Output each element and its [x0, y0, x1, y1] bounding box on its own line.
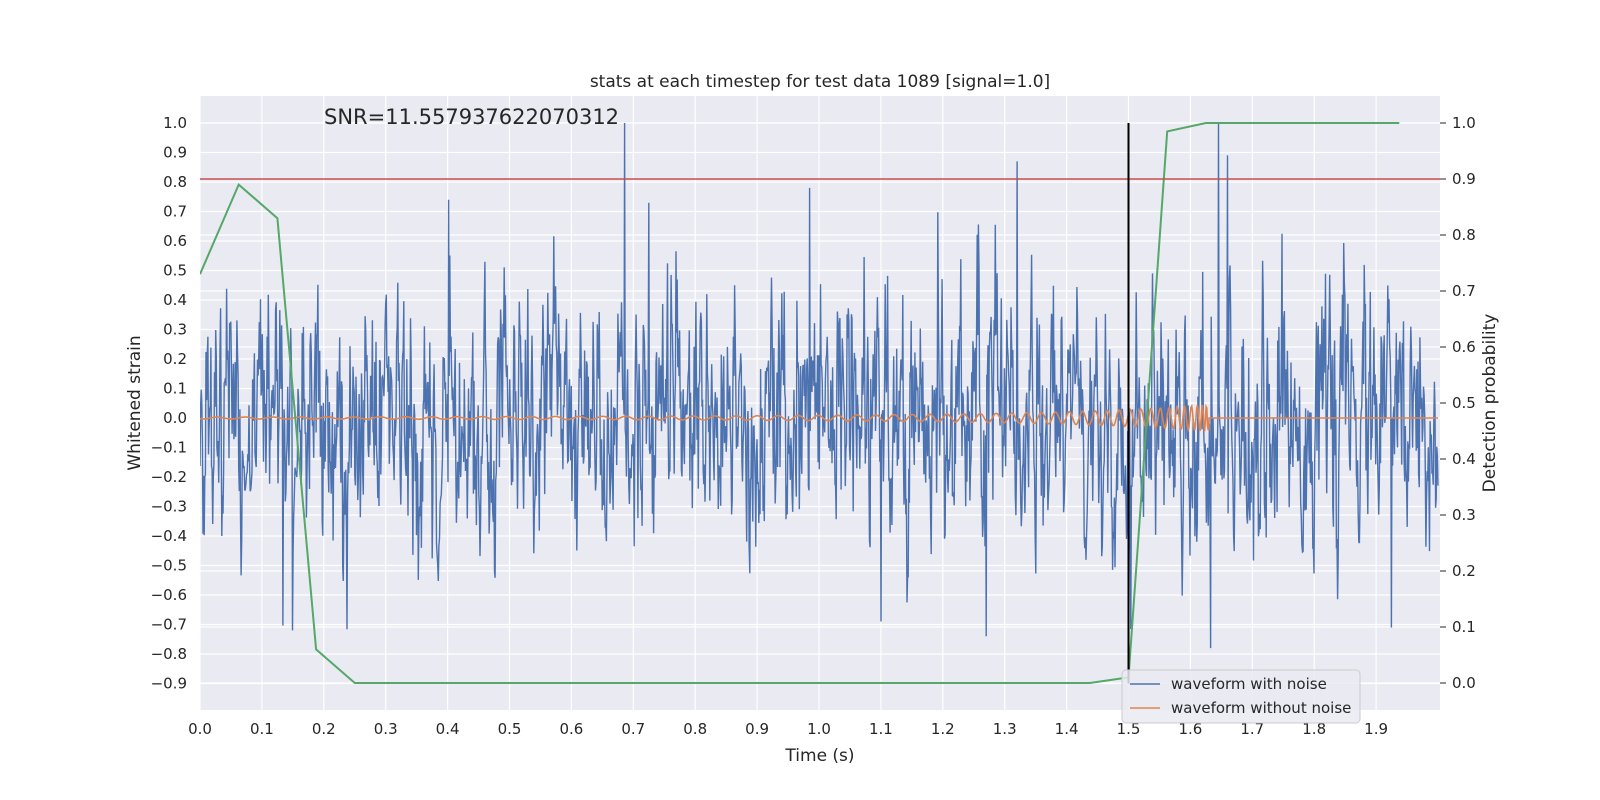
y-left-tick-label: −0.2 [151, 468, 187, 486]
legend-box [1121, 669, 1361, 724]
series-detection-probability [200, 122, 1400, 684]
legend: waveform with noise waveform without noi… [1121, 669, 1361, 724]
legend-label-clean: waveform without noise [1171, 699, 1351, 717]
x-tick-label: 0.5 [498, 720, 522, 738]
series-waveform-without-noise [200, 403, 1438, 433]
x-tick-label: 1.4 [1055, 720, 1079, 738]
x-tick-label: 0.4 [436, 720, 460, 738]
y-left-tick-label: 0.5 [163, 262, 187, 280]
y-right-tick-label: 0.8 [1452, 226, 1476, 244]
y-left-tick-label: 0.8 [163, 173, 187, 191]
y-left-tick-label: −0.8 [151, 645, 187, 663]
x-tick-label: 0.0 [188, 720, 212, 738]
y-left-tick-label: −0.9 [151, 675, 187, 693]
y-left-tick-label: 0.6 [163, 232, 187, 250]
x-tick-label: 1.1 [869, 720, 893, 738]
y-right-tick-label: 0.3 [1452, 506, 1476, 524]
y-left-tick-label: 1.0 [163, 114, 187, 132]
y-left-tick-label: −0.3 [151, 498, 187, 516]
y-left-tick-label: 0.2 [163, 350, 187, 368]
y-left-tick-label: −0.6 [151, 586, 187, 604]
y-right-tick-label: 0.1 [1452, 618, 1476, 636]
x-tick-label: 0.7 [621, 720, 645, 738]
x-tick-label: 0.9 [745, 720, 769, 738]
y-left-tick-label: −0.5 [151, 557, 187, 575]
x-tick-label: 0.1 [250, 720, 274, 738]
axis-ticks: 0.0 0.1 0.2 0.3 0.4 0.5 0.6 0.7 0.8 0.9 1.0 1.1 1.2 1… [151, 114, 1476, 738]
x-axis-label: Time (s) [784, 746, 854, 766]
plot-area [200, 122, 1440, 684]
x-tick-label: 0.2 [312, 720, 336, 738]
y-right-tick-label: 0.5 [1452, 394, 1476, 412]
y-right-tick-label: 1.0 [1452, 114, 1476, 132]
x-tick-label: 1.9 [1364, 720, 1388, 738]
y-left-tick-label: 0.3 [163, 321, 187, 339]
y-axis-label-left: Whitened strain [125, 335, 145, 470]
y-left-tick-label: 0.9 [163, 144, 187, 162]
x-tick-label: 1.6 [1178, 720, 1202, 738]
y-left-tick-label: 0.7 [163, 203, 187, 221]
x-tick-label: 1.8 [1302, 720, 1326, 738]
y-right-tick-label: 0.4 [1452, 450, 1476, 468]
y-left-tick-label: −0.7 [151, 616, 187, 634]
x-tick-label: 1.3 [993, 720, 1017, 738]
y-left-tick-label: −0.1 [151, 439, 187, 457]
x-tick-label: 1.5 [1117, 720, 1141, 738]
y-right-tick-label: 0.9 [1452, 170, 1476, 188]
y-left-tick-label: 0.1 [163, 380, 187, 398]
x-tick-label: 1.2 [931, 720, 955, 738]
y-right-tick-label: 0.7 [1452, 282, 1476, 300]
y-right-tick-label: 0.0 [1452, 674, 1476, 692]
y-left-tick-label: 0.0 [163, 409, 187, 427]
x-tick-label: 1.0 [807, 720, 831, 738]
x-tick-label: 0.6 [559, 720, 583, 738]
y-right-tick-label: 0.2 [1452, 562, 1476, 580]
y-axis-label-right: Detection probability [1480, 314, 1500, 493]
series-waveform-with-noise [200, 122, 1439, 649]
y-left-tick-label: −0.4 [151, 527, 187, 545]
y-left-tick-label: 0.4 [163, 291, 187, 309]
x-tick-label: 0.3 [374, 720, 398, 738]
snr-annotation: SNR=11.557937622070312 [324, 105, 619, 129]
legend-label-noisy: waveform with noise [1171, 675, 1327, 693]
chart-title: stats at each timestep for test data 108… [590, 72, 1050, 92]
x-tick-label: 0.8 [683, 720, 707, 738]
y-right-tick-label: 0.6 [1452, 338, 1476, 356]
x-tick-label: 1.7 [1240, 720, 1264, 738]
